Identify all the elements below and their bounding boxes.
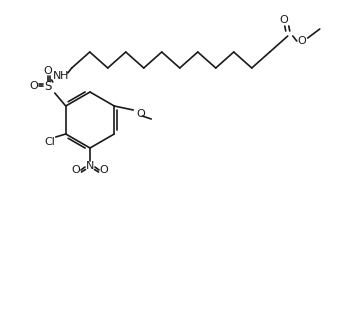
Text: H: H — [60, 71, 68, 81]
Text: O: O — [43, 66, 52, 76]
Text: N: N — [52, 71, 61, 81]
Text: O: O — [136, 109, 145, 119]
Text: O: O — [297, 36, 306, 46]
Text: O: O — [29, 81, 38, 91]
Text: O: O — [100, 165, 108, 175]
Text: N: N — [86, 161, 94, 171]
Text: O: O — [71, 165, 81, 175]
Text: O: O — [279, 15, 288, 25]
Text: Cl: Cl — [44, 137, 55, 147]
Text: S: S — [44, 80, 51, 92]
